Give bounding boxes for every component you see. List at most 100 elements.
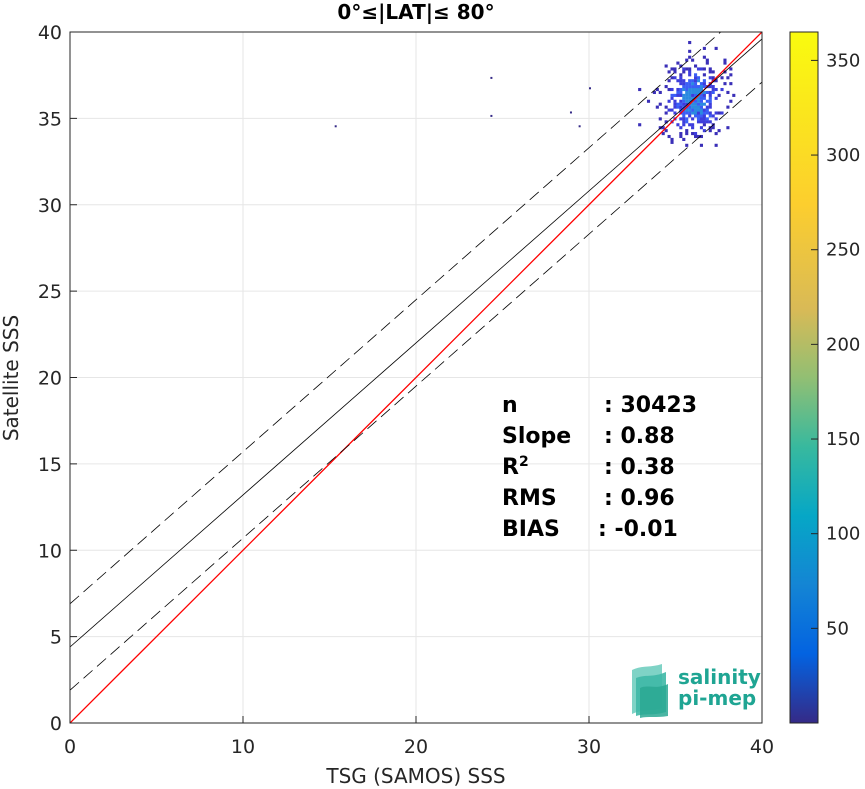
density-cell <box>646 99 651 103</box>
density-cell <box>694 111 698 115</box>
density-cell <box>720 87 724 92</box>
density-cell <box>691 117 695 121</box>
density-cell <box>685 87 689 92</box>
stat-label: Slope <box>502 424 571 449</box>
density-cell <box>708 120 712 124</box>
density-cell <box>664 120 668 124</box>
density-cell <box>717 111 721 115</box>
density-cell <box>682 102 686 106</box>
density-cell <box>705 58 709 62</box>
density-cell <box>688 90 692 95</box>
density-cell <box>691 79 695 83</box>
density-cell <box>664 105 668 109</box>
density-cell <box>711 90 715 95</box>
density-cell <box>708 93 712 97</box>
density-cell <box>691 126 695 130</box>
density-cell <box>658 102 662 106</box>
stat-value: : 0.88 <box>604 424 675 449</box>
density-cell <box>711 85 715 89</box>
density-cell <box>729 99 733 103</box>
density-cell <box>667 87 671 92</box>
density-cell <box>714 46 718 50</box>
density-cell <box>682 137 686 141</box>
colorbar-tick-label: 100 <box>826 524 860 545</box>
stat-label: n <box>502 393 518 418</box>
density-cell <box>694 132 698 136</box>
density-cell <box>702 111 706 115</box>
density-cell <box>664 64 668 68</box>
density-cell <box>699 120 703 124</box>
density-cell <box>694 114 698 118</box>
logo-line-2: pi-mep <box>678 686 756 710</box>
density-cell <box>696 114 701 118</box>
density-cell <box>664 129 668 133</box>
density-cell <box>699 87 703 92</box>
density-cell <box>682 120 686 124</box>
density-cell <box>702 67 706 71</box>
density-cell <box>676 105 680 109</box>
density-cell <box>688 85 692 89</box>
density-cell <box>688 114 692 118</box>
density-cell <box>708 99 712 103</box>
upper-bound-line <box>70 32 722 605</box>
density-cell <box>691 111 695 115</box>
density-cell <box>699 114 703 118</box>
density-cell <box>673 67 677 71</box>
density-cell <box>685 132 689 136</box>
regression-line <box>70 38 762 648</box>
density-cell <box>667 79 671 83</box>
density-cell <box>702 55 706 59</box>
density-cell <box>699 85 703 89</box>
density-cell <box>673 99 677 103</box>
logo-line-1: salinity <box>678 665 761 689</box>
density-cell <box>658 117 662 121</box>
density-cell <box>685 93 689 97</box>
density-cell <box>679 90 683 95</box>
density-cell <box>673 76 677 80</box>
y-ticks: 0 5 10 15 20 25 30 35 40 <box>38 22 77 735</box>
density-cell <box>673 105 677 109</box>
density-cell <box>685 82 689 86</box>
density-cell <box>708 102 712 106</box>
density-cell <box>670 137 674 141</box>
density-cell <box>705 108 709 112</box>
density-cell <box>685 120 689 124</box>
density-cell <box>696 85 701 89</box>
density-cell <box>702 85 706 89</box>
one-to-one-line <box>70 32 762 723</box>
density-cell <box>691 132 695 136</box>
density-cell <box>723 58 727 62</box>
density-cell <box>694 93 698 97</box>
density-cell <box>682 96 686 100</box>
density-cell <box>685 85 689 89</box>
density-cell <box>670 140 674 144</box>
density-cell <box>676 123 680 127</box>
density-cell <box>691 93 695 97</box>
density-cell <box>688 73 692 77</box>
density-cell <box>688 123 692 127</box>
density-cell <box>694 87 698 92</box>
density-cell <box>705 111 709 115</box>
wave-logo-icon <box>632 664 668 718</box>
density-cell <box>682 117 686 121</box>
density-cell <box>682 93 686 97</box>
density-cell <box>679 82 683 86</box>
outlier-point <box>490 76 493 79</box>
density-cell <box>691 87 695 92</box>
x-axis-label: TSG (SAMOS) SSS <box>325 764 505 788</box>
density-cell <box>685 58 689 62</box>
density-cell <box>673 70 677 74</box>
density-cell <box>702 79 706 83</box>
density-cell <box>699 96 703 100</box>
density-cell <box>658 90 662 95</box>
density-cell <box>694 134 698 139</box>
outlier-point <box>334 125 337 128</box>
density-cell <box>688 79 692 83</box>
density-cell <box>685 67 689 71</box>
density-cell <box>696 90 701 95</box>
density-cell <box>696 87 701 92</box>
density-cell <box>696 67 701 71</box>
density-cell <box>705 117 709 121</box>
density-cell <box>670 67 674 71</box>
